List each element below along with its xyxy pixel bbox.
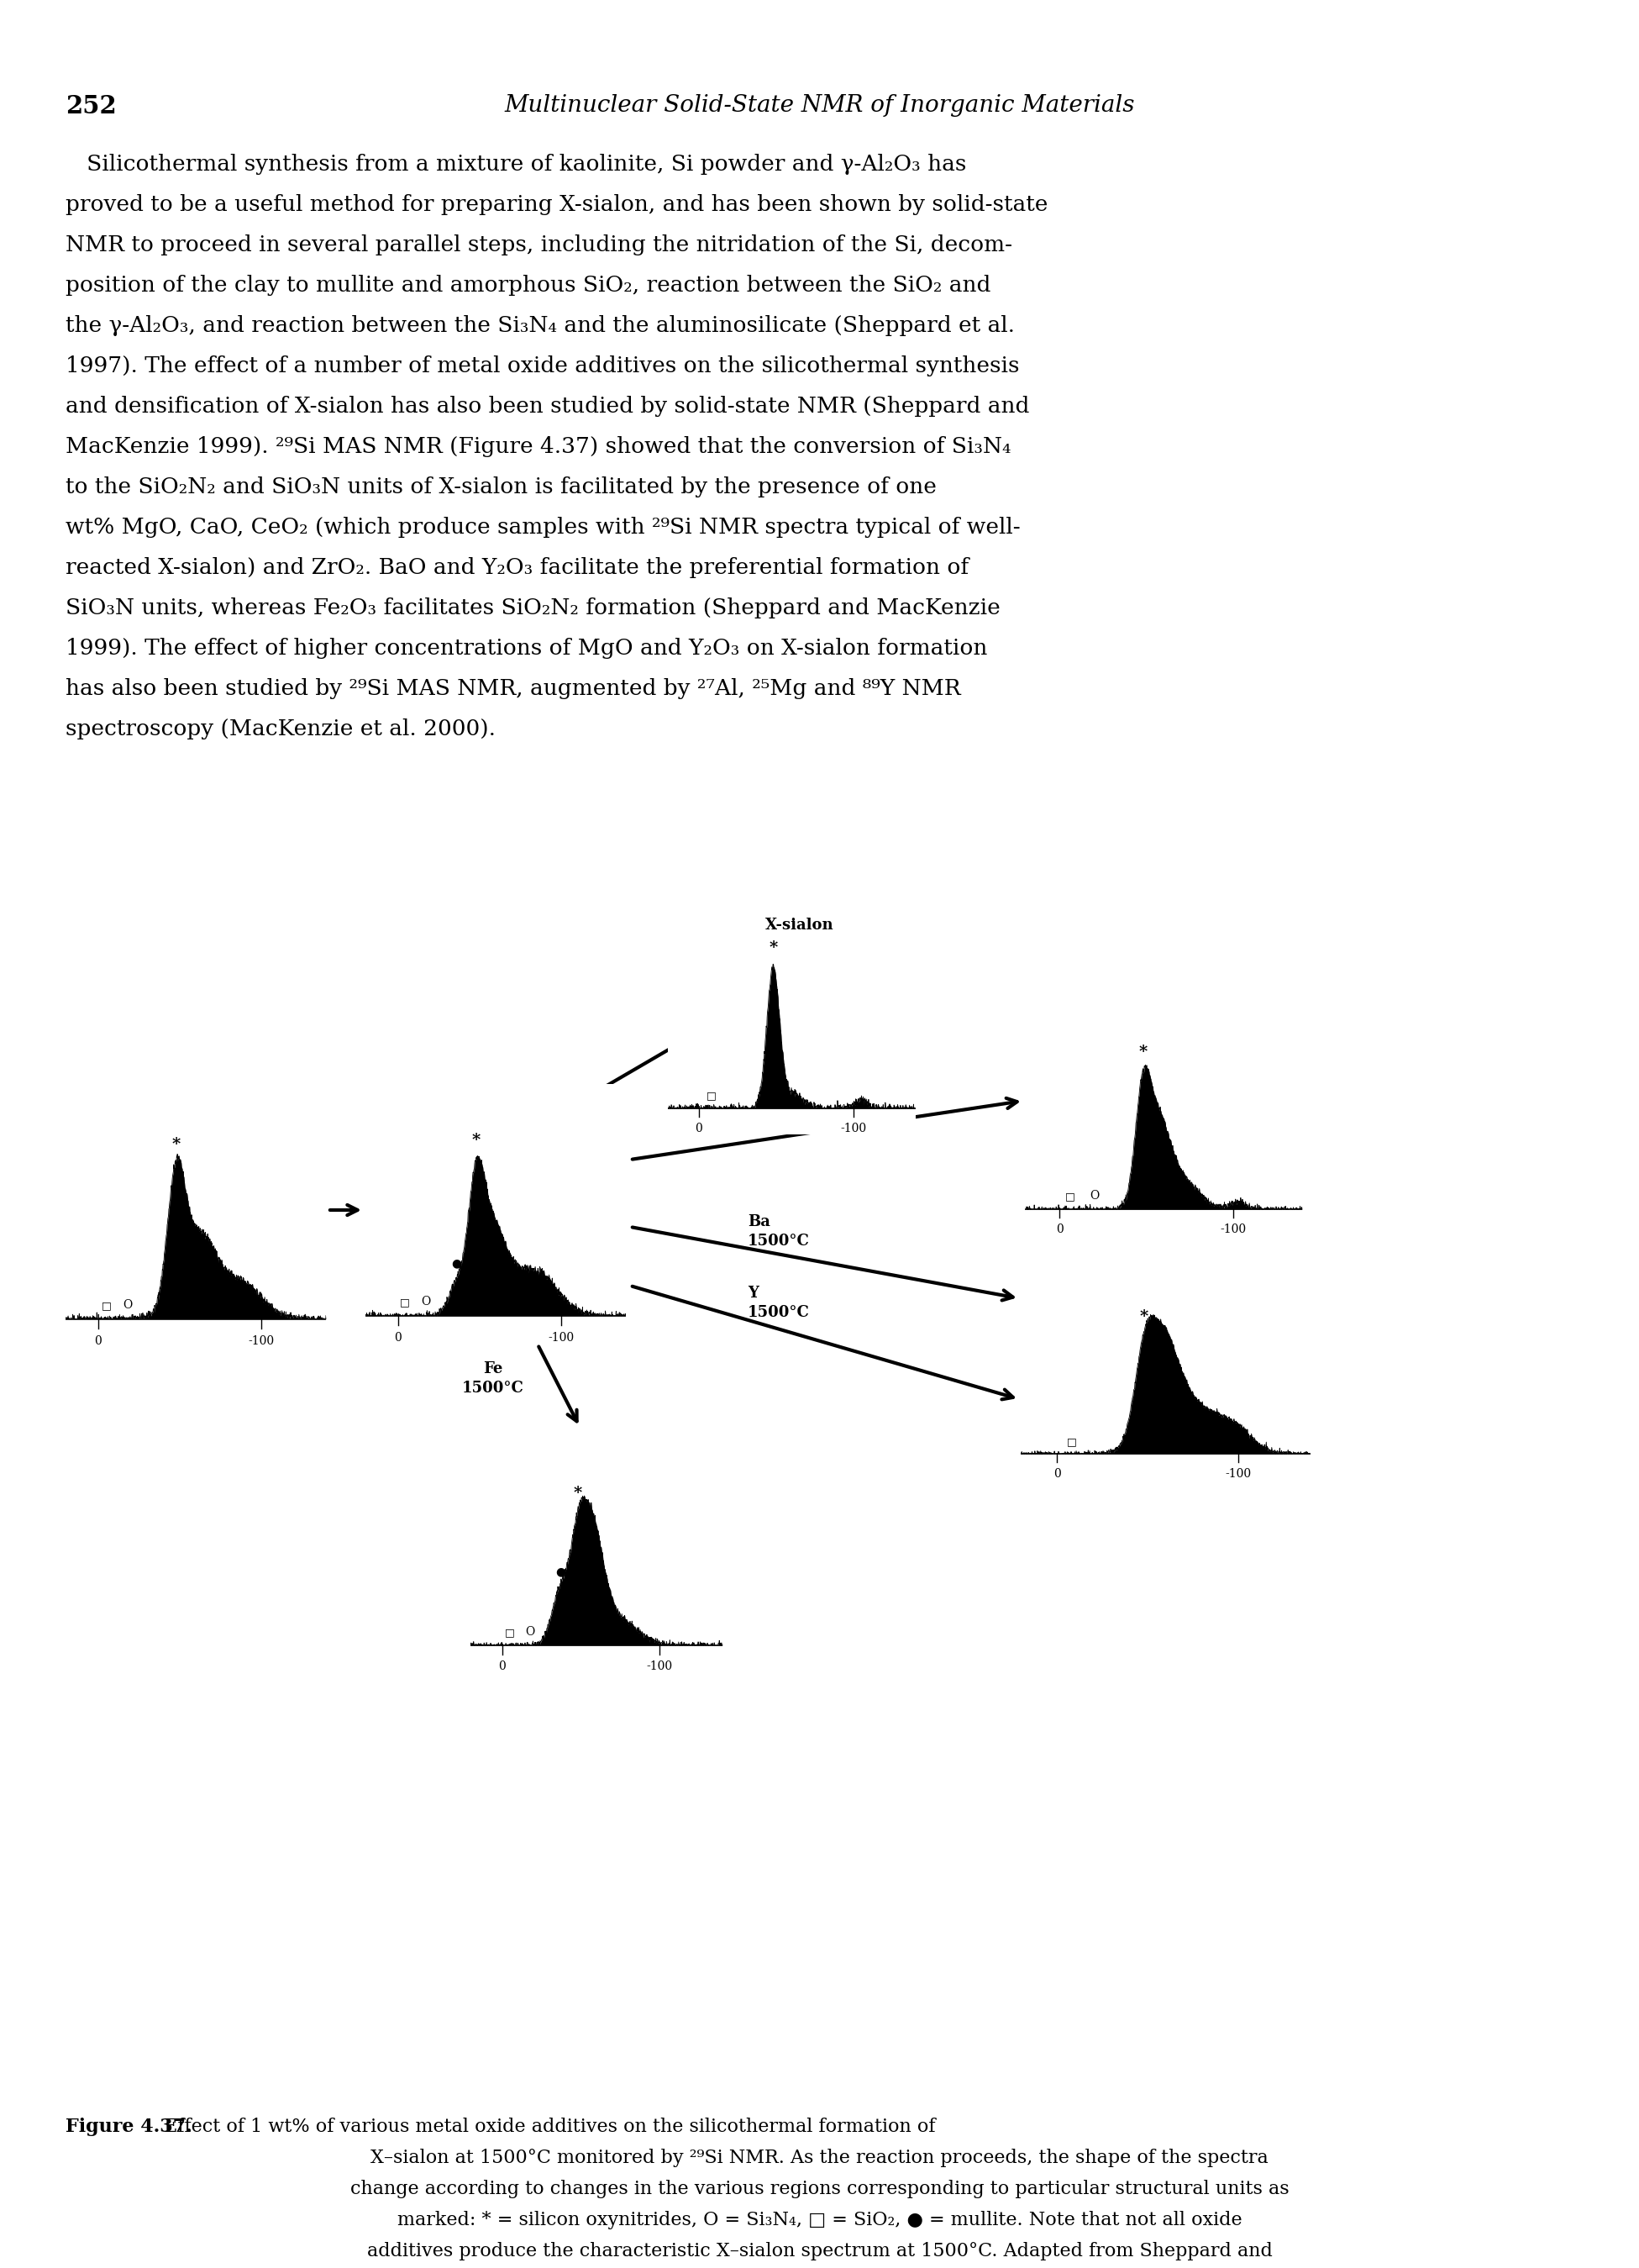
Text: the γ-Al₂O₃, and reaction between the Si₃N₄ and the aluminosilicate (Sheppard et: the γ-Al₂O₃, and reaction between the Si… xyxy=(66,315,1015,336)
Text: has also been studied by ²⁹Si MAS NMR, augmented by ²⁷Al, ²⁵Mg and ⁸⁹Y NMR: has also been studied by ²⁹Si MAS NMR, a… xyxy=(66,678,960,699)
Text: -100: -100 xyxy=(247,1336,274,1347)
Text: wt% MgO, CaO, CeO₂ (which produce samples with ²⁹Si NMR spectra typical of well-: wt% MgO, CaO, CeO₂ (which produce sample… xyxy=(66,517,1021,538)
Text: 0: 0 xyxy=(1054,1467,1060,1479)
Text: Fe: Fe xyxy=(484,1361,503,1377)
Text: □: □ xyxy=(706,1091,716,1102)
Text: 1999). The effect of higher concentrations of MgO and Y₂O₃ on X-sialon formation: 1999). The effect of higher concentratio… xyxy=(66,637,987,658)
Text: proved to be a useful method for preparing X-sialon, and has been shown by solid: proved to be a useful method for prepari… xyxy=(66,195,1047,215)
Text: Effect of 1 wt% of various metal oxide additives on the silicothermal formation : Effect of 1 wt% of various metal oxide a… xyxy=(159,2118,936,2136)
Text: 0: 0 xyxy=(1056,1225,1064,1236)
Text: SiO₃N units, whereas Fe₂O₃ facilitates SiO₂N₂ formation (Sheppard and MacKenzie: SiO₃N units, whereas Fe₂O₃ facilitates S… xyxy=(66,596,1000,619)
Text: 252: 252 xyxy=(66,93,116,118)
Text: 1500°C: 1500°C xyxy=(747,1304,810,1320)
Text: reacted X-sialon) and ZrO₂. BaO and Y₂O₃ facilitate the preferential formation o: reacted X-sialon) and ZrO₂. BaO and Y₂O₃… xyxy=(66,558,969,578)
Text: MacKenzie 1999). ²⁹Si MAS NMR (Figure 4.37) showed that the conversion of Si₃N₄: MacKenzie 1999). ²⁹Si MAS NMR (Figure 4.… xyxy=(66,435,1011,458)
Text: Zr, Ce: Zr, Ce xyxy=(502,1145,552,1159)
Text: Silicothermal synthesis from a mixture of kaolinite, Si powder and γ-Al₂O₃ has: Silicothermal synthesis from a mixture o… xyxy=(66,154,967,175)
Text: 0: 0 xyxy=(695,1123,703,1134)
Text: *: * xyxy=(1139,1309,1149,1325)
Text: *: * xyxy=(769,941,777,955)
Text: Y: Y xyxy=(747,1286,759,1302)
Text: Ba: Ba xyxy=(747,1213,770,1229)
Text: O: O xyxy=(1090,1191,1098,1202)
Text: additives produce the characteristic X–sialon spectrum at 1500°C. Adapted from S: additives produce the characteristic X–s… xyxy=(367,2243,1272,2261)
Text: 0: 0 xyxy=(395,1331,402,1343)
Text: 1500°C: 1500°C xyxy=(462,1381,524,1395)
Text: 0: 0 xyxy=(95,1336,102,1347)
Text: spectroscopy (MacKenzie et al. 2000).: spectroscopy (MacKenzie et al. 2000). xyxy=(66,719,495,739)
Text: to the SiO₂N₂ and SiO₃N units of X-sialon is facilitated by the presence of one: to the SiO₂N₂ and SiO₃N units of X-sialo… xyxy=(66,476,936,497)
Text: □: □ xyxy=(505,1626,515,1637)
Text: X-sialon: X-sialon xyxy=(765,916,834,932)
Text: change according to changes in the various regions corresponding to particular s: change according to changes in the vario… xyxy=(351,2180,1288,2198)
Text: O: O xyxy=(526,1626,534,1637)
Text: 0: 0 xyxy=(498,1660,505,1672)
Text: 1500°C: 1500°C xyxy=(546,1166,608,1179)
Text: 1300-1400°C: 1300-1400°C xyxy=(205,1191,316,1207)
Text: and densification of X-sialon has also been studied by solid-state NMR (Sheppard: and densification of X-sialon has also b… xyxy=(66,397,1029,417)
Text: X–sialon at 1500°C monitored by ²⁹Si NMR. As the reaction proceeds, the shape of: X–sialon at 1500°C monitored by ²⁹Si NMR… xyxy=(370,2148,1269,2168)
Text: Multinuclear Solid-State NMR of Inorganic Materials: Multinuclear Solid-State NMR of Inorgani… xyxy=(505,93,1134,118)
Text: O: O xyxy=(123,1300,133,1311)
Text: -100: -100 xyxy=(646,1660,672,1672)
Text: 1500°C: 1500°C xyxy=(747,1234,810,1250)
Text: NMR to proceed in several parallel steps, including the nitridation of the Si, d: NMR to proceed in several parallel steps… xyxy=(66,234,1013,256)
Text: □: □ xyxy=(1067,1436,1077,1447)
Text: 1997). The effect of a number of metal oxide additives on the silicothermal synt: 1997). The effect of a number of metal o… xyxy=(66,356,1019,376)
Text: □: □ xyxy=(400,1297,410,1309)
Text: □: □ xyxy=(102,1300,111,1311)
Text: -100: -100 xyxy=(547,1331,574,1343)
Text: position of the clay to mullite and amorphous SiO₂, reaction between the SiO₂ an: position of the clay to mullite and amor… xyxy=(66,274,990,295)
Text: *: * xyxy=(1139,1046,1147,1059)
Text: marked: * = silicon oxynitrides, O = Si₃N₄, □ = SiO₂, ● = mullite. Note that not: marked: * = silicon oxynitrides, O = Si₃… xyxy=(397,2211,1242,2229)
Text: *: * xyxy=(574,1486,582,1501)
Text: O: O xyxy=(421,1295,431,1309)
Text: □: □ xyxy=(1065,1191,1075,1202)
Text: ●: ● xyxy=(556,1565,565,1579)
Text: Mg, Ca: Mg, Ca xyxy=(502,1125,561,1141)
Text: -100: -100 xyxy=(1224,1467,1251,1479)
Text: *: * xyxy=(172,1136,180,1152)
Text: -100: -100 xyxy=(1219,1225,1246,1236)
Text: *: * xyxy=(472,1132,480,1148)
Text: ●: ● xyxy=(451,1259,462,1270)
Text: Figure 4.37.: Figure 4.37. xyxy=(66,2118,192,2136)
Text: -100: -100 xyxy=(841,1123,867,1134)
